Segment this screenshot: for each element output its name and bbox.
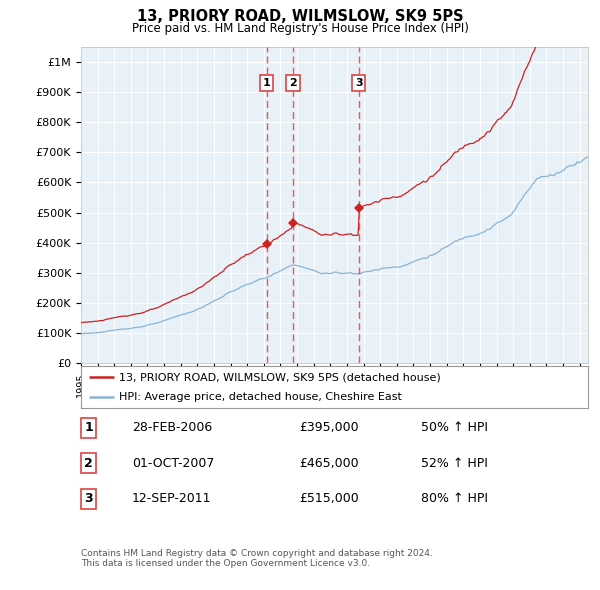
Text: 13, PRIORY ROAD, WILMSLOW, SK9 5PS: 13, PRIORY ROAD, WILMSLOW, SK9 5PS <box>137 9 463 24</box>
Text: 1: 1 <box>263 78 271 88</box>
Text: £395,000: £395,000 <box>299 421 359 434</box>
Text: £515,000: £515,000 <box>299 492 359 505</box>
Text: 28-FEB-2006: 28-FEB-2006 <box>132 421 212 434</box>
Text: 80% ↑ HPI: 80% ↑ HPI <box>421 492 488 505</box>
Text: 1: 1 <box>84 421 93 434</box>
Text: HPI: Average price, detached house, Cheshire East: HPI: Average price, detached house, Ches… <box>119 392 402 402</box>
Text: 50% ↑ HPI: 50% ↑ HPI <box>421 421 488 434</box>
Text: 2: 2 <box>84 457 93 470</box>
Text: 01-OCT-2007: 01-OCT-2007 <box>132 457 214 470</box>
Text: 52% ↑ HPI: 52% ↑ HPI <box>421 457 488 470</box>
Text: Price paid vs. HM Land Registry's House Price Index (HPI): Price paid vs. HM Land Registry's House … <box>131 22 469 35</box>
Text: 13, PRIORY ROAD, WILMSLOW, SK9 5PS (detached house): 13, PRIORY ROAD, WILMSLOW, SK9 5PS (deta… <box>119 372 441 382</box>
Text: Contains HM Land Registry data © Crown copyright and database right 2024.: Contains HM Land Registry data © Crown c… <box>81 549 433 558</box>
Text: 2: 2 <box>289 78 297 88</box>
Text: £465,000: £465,000 <box>299 457 359 470</box>
Text: 3: 3 <box>84 492 93 505</box>
Text: 12-SEP-2011: 12-SEP-2011 <box>132 492 211 505</box>
Text: This data is licensed under the Open Government Licence v3.0.: This data is licensed under the Open Gov… <box>81 559 370 568</box>
Text: 3: 3 <box>355 78 362 88</box>
